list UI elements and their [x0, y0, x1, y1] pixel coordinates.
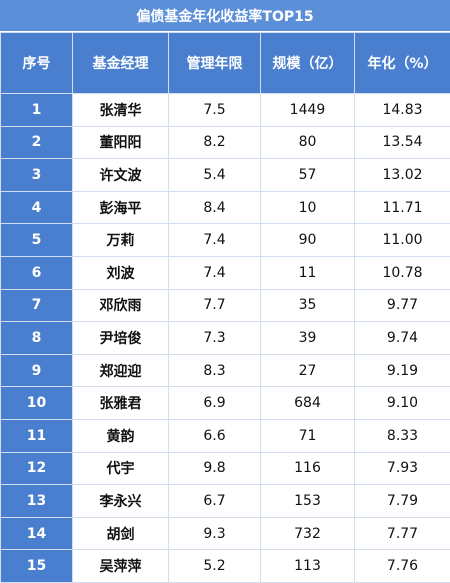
row-index: 2 [1, 126, 73, 159]
manager-name: 尹培俊 [73, 322, 169, 355]
header-tenure: 管理年限 [169, 33, 261, 94]
header-annualized: 年化（%） [355, 33, 450, 94]
manager-name: 张清华 [73, 94, 169, 127]
row-index: 8 [1, 322, 73, 355]
table-row: 11 黄韵 6.6 71 8.33 [1, 419, 450, 452]
tenure-value: 9.3 [169, 517, 261, 550]
annualized-value: 9.77 [355, 289, 450, 322]
manager-name: 黄韵 [73, 419, 169, 452]
tenure-value: 8.3 [169, 354, 261, 387]
annualized-value: 14.83 [355, 94, 450, 127]
table-row: 8 尹培俊 7.3 39 9.74 [1, 322, 450, 355]
manager-name: 彭海平 [73, 191, 169, 224]
annualized-value: 7.77 [355, 517, 450, 550]
table-row: 7 邓欣雨 7.7 35 9.77 [1, 289, 450, 322]
row-index: 14 [1, 517, 73, 550]
row-index: 3 [1, 159, 73, 192]
scale-value: 113 [261, 550, 355, 583]
annualized-value: 10.78 [355, 256, 450, 289]
tenure-value: 9.8 [169, 452, 261, 485]
scale-value: 35 [261, 289, 355, 322]
row-index: 5 [1, 224, 73, 257]
tenure-value: 7.5 [169, 94, 261, 127]
annualized-value: 7.76 [355, 550, 450, 583]
tenure-value: 6.6 [169, 419, 261, 452]
scale-value: 27 [261, 354, 355, 387]
annualized-value: 9.19 [355, 354, 450, 387]
tenure-value: 7.7 [169, 289, 261, 322]
table-row: 10 张雅君 6.9 684 9.10 [1, 387, 450, 420]
header-scale: 规模（亿） [261, 33, 355, 94]
row-index: 1 [1, 94, 73, 127]
tenure-value: 5.2 [169, 550, 261, 583]
scale-value: 11 [261, 256, 355, 289]
tenure-value: 8.4 [169, 191, 261, 224]
manager-name: 胡剑 [73, 517, 169, 550]
scale-value: 1449 [261, 94, 355, 127]
annualized-value: 13.54 [355, 126, 450, 159]
row-index: 13 [1, 485, 73, 518]
annualized-value: 9.10 [355, 387, 450, 420]
tenure-value: 6.9 [169, 387, 261, 420]
table-row: 6 刘波 7.4 11 10.78 [1, 256, 450, 289]
manager-name: 李永兴 [73, 485, 169, 518]
tenure-value: 6.7 [169, 485, 261, 518]
annualized-value: 9.74 [355, 322, 450, 355]
row-index: 10 [1, 387, 73, 420]
tenure-value: 7.4 [169, 256, 261, 289]
tenure-value: 7.3 [169, 322, 261, 355]
row-index: 15 [1, 550, 73, 583]
annualized-value: 11.71 [355, 191, 450, 224]
row-index: 6 [1, 256, 73, 289]
table-row: 3 许文波 5.4 57 13.02 [1, 159, 450, 192]
table-row: 5 万莉 7.4 90 11.00 [1, 224, 450, 257]
table-row: 4 彭海平 8.4 10 11.71 [1, 191, 450, 224]
scale-value: 71 [261, 419, 355, 452]
header-manager: 基金经理 [73, 33, 169, 94]
header-index: 序号 [1, 33, 73, 94]
manager-name: 许文波 [73, 159, 169, 192]
manager-name: 邓欣雨 [73, 289, 169, 322]
manager-name: 刘波 [73, 256, 169, 289]
table-row: 12 代宇 9.8 116 7.93 [1, 452, 450, 485]
manager-name: 郑迎迎 [73, 354, 169, 387]
row-index: 11 [1, 419, 73, 452]
annualized-value: 13.02 [355, 159, 450, 192]
table-row: 9 郑迎迎 8.3 27 9.19 [1, 354, 450, 387]
table-row: 13 李永兴 6.7 153 7.79 [1, 485, 450, 518]
manager-name: 张雅君 [73, 387, 169, 420]
table-row: 15 吴萍萍 5.2 113 7.76 [1, 550, 450, 583]
table-row: 1 张清华 7.5 1449 14.83 [1, 94, 450, 127]
annualized-value: 7.79 [355, 485, 450, 518]
tenure-value: 5.4 [169, 159, 261, 192]
manager-name: 代宇 [73, 452, 169, 485]
header-row: 序号 基金经理 管理年限 规模（亿） 年化（%） [1, 33, 450, 94]
scale-value: 39 [261, 322, 355, 355]
table-row: 14 胡剑 9.3 732 7.77 [1, 517, 450, 550]
manager-name: 万莉 [73, 224, 169, 257]
scale-value: 153 [261, 485, 355, 518]
scale-value: 57 [261, 159, 355, 192]
manager-name: 董阳阳 [73, 126, 169, 159]
annualized-value: 11.00 [355, 224, 450, 257]
table-row: 2 董阳阳 8.2 80 13.54 [1, 126, 450, 159]
annualized-value: 7.93 [355, 452, 450, 485]
scale-value: 80 [261, 126, 355, 159]
row-index: 7 [1, 289, 73, 322]
manager-name: 吴萍萍 [73, 550, 169, 583]
tenure-value: 8.2 [169, 126, 261, 159]
scale-value: 10 [261, 191, 355, 224]
scale-value: 116 [261, 452, 355, 485]
row-index: 12 [1, 452, 73, 485]
fund-ranking-table: 序号 基金经理 管理年限 规模（亿） 年化（%） 1 张清华 7.5 1449 … [0, 32, 450, 583]
scale-value: 90 [261, 224, 355, 257]
table-title: 偏债基金年化收益率TOP15 [0, 0, 450, 32]
row-index: 9 [1, 354, 73, 387]
annualized-value: 8.33 [355, 419, 450, 452]
tenure-value: 7.4 [169, 224, 261, 257]
scale-value: 732 [261, 517, 355, 550]
row-index: 4 [1, 191, 73, 224]
scale-value: 684 [261, 387, 355, 420]
